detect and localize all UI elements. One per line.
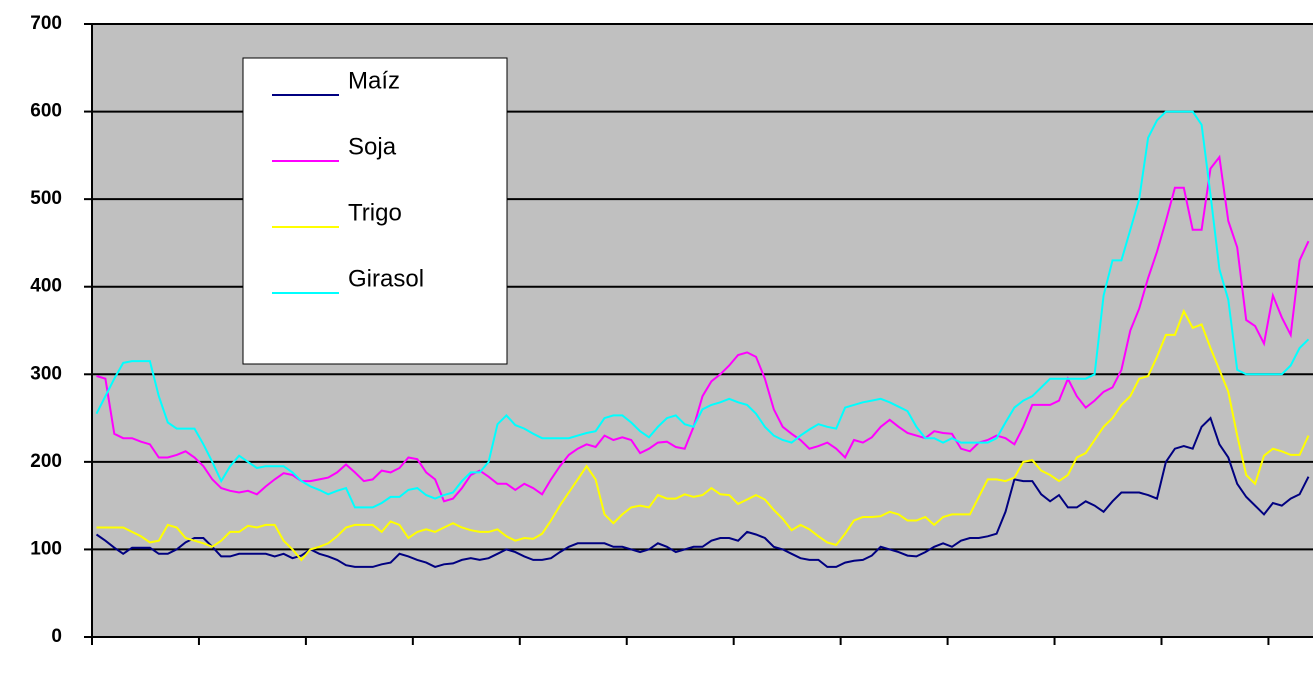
y-tick-label: 600 xyxy=(30,101,62,122)
y-tick-label: 200 xyxy=(30,451,62,472)
y-tick-label: 300 xyxy=(30,363,62,384)
legend-label: Maíz xyxy=(348,67,400,94)
y-tick-label: 700 xyxy=(30,13,62,34)
legend-label: Trigo xyxy=(348,199,402,226)
legend-label: Girasol xyxy=(348,265,424,292)
legend-label: Soja xyxy=(348,133,397,160)
series-line xyxy=(95,110,1310,509)
y-tick-label: 400 xyxy=(30,276,62,297)
y-tick-label: 100 xyxy=(30,538,62,559)
y-tick-label: 500 xyxy=(30,188,62,209)
series-line xyxy=(96,308,1310,562)
y-tick-label: 0 xyxy=(51,626,62,647)
legend: Maíz Soja Trigo Girasol xyxy=(242,57,508,365)
legend-box xyxy=(242,57,508,365)
